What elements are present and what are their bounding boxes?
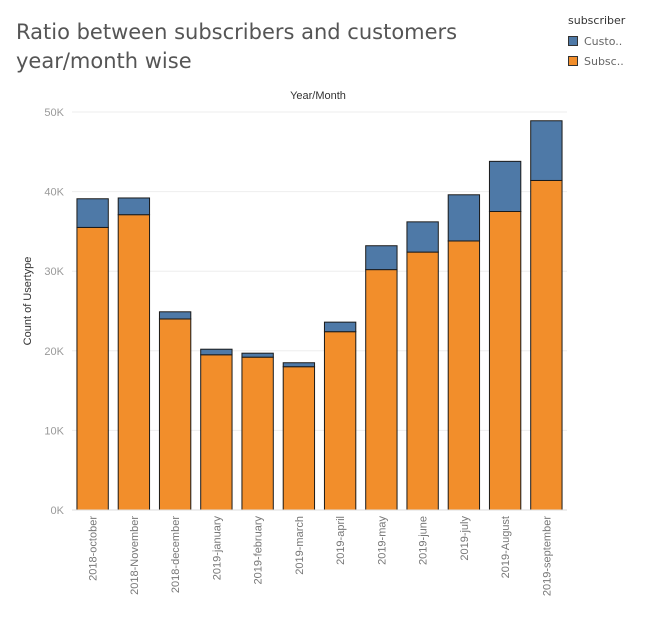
legend: subscriber Custo.. Subsc..: [568, 14, 644, 71]
x-tick-label: 2019-july: [459, 516, 471, 561]
bar-segment[interactable]: [530, 120, 563, 181]
x-tick-label: 2019-september: [541, 516, 553, 596]
bar-segment[interactable]: [76, 198, 109, 228]
bar-segment[interactable]: [241, 352, 274, 358]
x-axis-ticks: 2018-october 2018-November 2018-december 20…: [88, 516, 554, 597]
x-tick-label: 2019-january: [211, 516, 223, 581]
gridlines: [72, 111, 567, 431]
x-tick-label: 2019-August: [500, 516, 512, 578]
x-tick-label: 2019-march: [294, 516, 306, 575]
x-tick-label: 2019-april: [335, 516, 347, 565]
y-tick-label: 10K: [44, 425, 64, 437]
bar-segment[interactable]: [365, 269, 398, 511]
legend-swatch-subscriber: [568, 56, 578, 66]
x-tick-label: 2018-November: [129, 516, 141, 595]
bar-segment[interactable]: [447, 240, 481, 511]
bar-segment[interactable]: [282, 362, 316, 368]
legend-label-customer: Custo..: [584, 34, 623, 48]
bar-segment[interactable]: [158, 311, 192, 320]
bar-segment[interactable]: [447, 194, 481, 242]
legend-label-subscriber: Subsc..: [584, 54, 624, 68]
bar-segment[interactable]: [530, 179, 563, 511]
x-tick-label: 2019-june: [418, 516, 430, 565]
bar-segment[interactable]: [158, 318, 192, 511]
legend-item-subscriber[interactable]: Subsc..: [568, 51, 644, 71]
x-tick-label: 2018-october: [88, 516, 100, 581]
bar-segment[interactable]: [488, 160, 522, 213]
column-header-label: Year/Month: [290, 90, 346, 102]
bars: [76, 120, 563, 511]
bar-segment[interactable]: [488, 211, 522, 511]
y-tick-label: 40K: [44, 187, 64, 199]
bar-segment[interactable]: [117, 214, 151, 511]
bar-segment[interactable]: [117, 197, 151, 216]
legend-swatch-customer: [568, 36, 578, 46]
bar-segment[interactable]: [282, 366, 316, 511]
legend-item-customer[interactable]: Custo..: [568, 31, 644, 51]
y-axis-title: Count of Usertype: [22, 257, 34, 346]
bar-segment[interactable]: [365, 245, 398, 271]
legend-title: subscriber: [568, 14, 626, 27]
x-tick-label: 2019-may: [376, 516, 388, 565]
bar-segment[interactable]: [200, 354, 233, 511]
y-axis-ticks: 0K 10K 20K 30K 40K 50K: [44, 107, 64, 517]
bar-segment[interactable]: [323, 331, 357, 511]
y-tick-label: 20K: [44, 346, 64, 358]
bar-segment[interactable]: [323, 321, 357, 333]
chart-title: Ratio between subscribers and customers …: [16, 20, 458, 73]
y-tick-label: 0K: [51, 505, 65, 517]
bar-segment[interactable]: [200, 348, 233, 356]
bar-segment[interactable]: [406, 221, 439, 253]
y-tick-label: 30K: [44, 266, 64, 278]
bar-segment[interactable]: [406, 251, 439, 511]
y-tick-label: 50K: [44, 107, 64, 119]
bar-segment[interactable]: [76, 226, 109, 511]
bar-segment[interactable]: [241, 356, 274, 511]
x-tick-label: 2019-february: [253, 516, 265, 585]
x-tick-label: 2018-december: [170, 516, 182, 593]
